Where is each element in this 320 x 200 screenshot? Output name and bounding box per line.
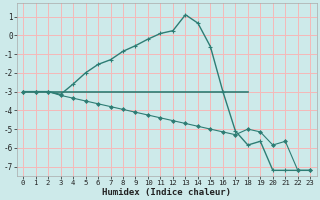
X-axis label: Humidex (Indice chaleur): Humidex (Indice chaleur)	[102, 188, 231, 197]
